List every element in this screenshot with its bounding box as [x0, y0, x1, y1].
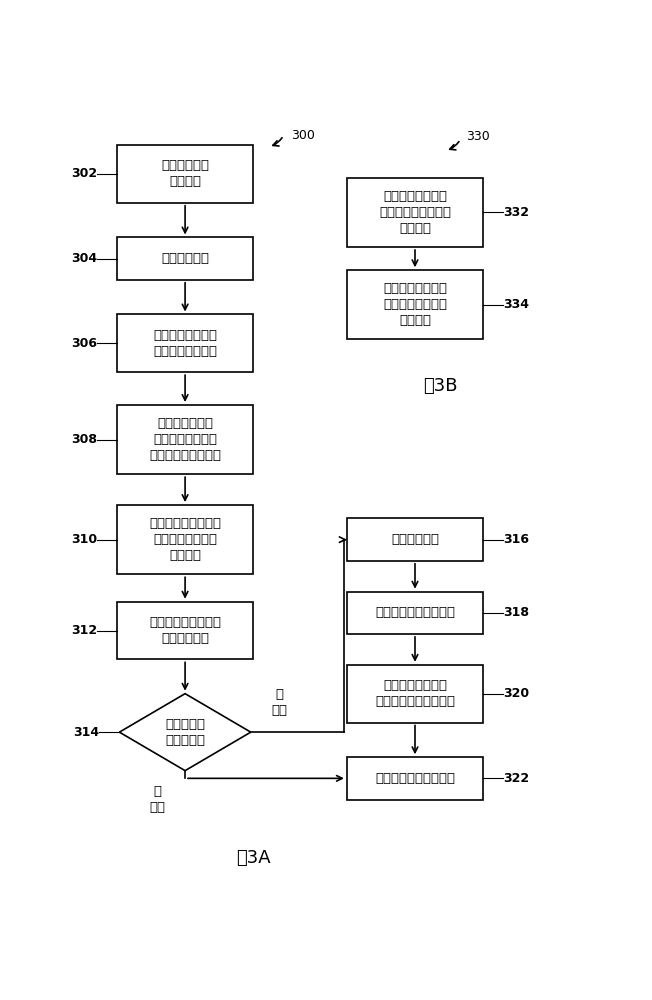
Text: 314: 314	[74, 726, 100, 739]
Polygon shape	[119, 694, 251, 771]
Text: 316: 316	[503, 533, 529, 546]
Text: 310: 310	[71, 533, 97, 546]
Text: 将被错过拐弯数据
存储在困难拐弯的
数据库中: 将被错过拐弯数据 存储在困难拐弯的 数据库中	[383, 282, 447, 327]
FancyBboxPatch shape	[117, 145, 254, 203]
Text: 312: 312	[71, 624, 97, 637]
Text: 334: 334	[503, 298, 529, 311]
FancyBboxPatch shape	[117, 405, 254, 474]
FancyBboxPatch shape	[347, 665, 483, 723]
Text: 利用情境数据产生消息: 利用情境数据产生消息	[375, 606, 455, 619]
Text: 320: 320	[503, 687, 529, 700]
Text: 确定当前位置: 确定当前位置	[161, 252, 209, 265]
FancyBboxPatch shape	[117, 237, 254, 280]
FancyBboxPatch shape	[347, 270, 483, 339]
Text: 从中央服务器接收
经更新的总计被错过
拐弯数据: 从中央服务器接收 经更新的总计被错过 拐弯数据	[379, 190, 451, 235]
Text: 收集情境数据: 收集情境数据	[391, 533, 439, 546]
Text: 被错过拐弯
是有意的？: 被错过拐弯 是有意的？	[165, 718, 205, 747]
Text: 308: 308	[71, 433, 97, 446]
Text: 300: 300	[291, 129, 315, 142]
FancyBboxPatch shape	[347, 178, 483, 247]
Text: 以困难拐弯的增强的
警告发布逐个拐弯
方向指导: 以困难拐弯的增强的 警告发布逐个拐弯 方向指导	[149, 517, 221, 562]
Text: 322: 322	[503, 772, 529, 785]
Text: 302: 302	[71, 167, 97, 180]
FancyBboxPatch shape	[347, 592, 483, 634]
FancyBboxPatch shape	[347, 757, 483, 800]
Text: 304: 304	[71, 252, 97, 265]
Text: 332: 332	[503, 206, 529, 219]
FancyBboxPatch shape	[117, 602, 254, 659]
Text: 图3A: 图3A	[236, 849, 271, 867]
FancyBboxPatch shape	[117, 505, 254, 574]
Text: 318: 318	[503, 606, 529, 619]
Text: 是
有意: 是 有意	[149, 785, 166, 814]
Text: 检测到驾驶者未进行
所安排的拐弯: 检测到驾驶者未进行 所安排的拐弯	[149, 616, 221, 645]
FancyBboxPatch shape	[117, 314, 254, 372]
Text: 306: 306	[71, 337, 97, 350]
Text: 接收目的地的
用户输入: 接收目的地的 用户输入	[161, 159, 209, 188]
Text: 继续逐个拐弯方向指导: 继续逐个拐弯方向指导	[375, 772, 455, 785]
Text: 存取困难拐弯的
数据库且确定每一
所规划拐弯的困难度: 存取困难拐弯的 数据库且确定每一 所规划拐弯的困难度	[149, 417, 221, 462]
Text: 规划驾驶路线以及
逐个拐弯方向指导: 规划驾驶路线以及 逐个拐弯方向指导	[153, 329, 217, 358]
Text: 图3B: 图3B	[423, 377, 458, 395]
Text: 330: 330	[467, 130, 490, 143]
Text: 否
无意: 否 无意	[271, 688, 287, 717]
Text: 将具有情境数据的
消息发射到中央服务器: 将具有情境数据的 消息发射到中央服务器	[375, 679, 455, 708]
FancyBboxPatch shape	[347, 518, 483, 561]
